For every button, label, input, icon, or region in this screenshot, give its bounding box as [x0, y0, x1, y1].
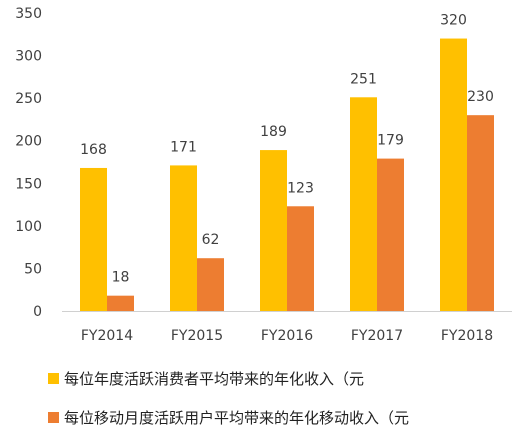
- data-label-series-2: 18: [112, 270, 130, 286]
- y-tick-label: 350: [15, 6, 42, 22]
- x-tick-label: FY2015: [171, 328, 223, 344]
- data-label-series-1: 251: [350, 71, 377, 87]
- bar-series-2: [467, 115, 494, 312]
- bar-series-2: [287, 206, 314, 311]
- y-tick-label: 300: [15, 49, 42, 65]
- data-label-series-1: 171: [170, 139, 197, 155]
- data-label-series-1: 168: [80, 142, 107, 158]
- y-tick-label: 0: [33, 304, 42, 320]
- data-label-series-2: 123: [287, 180, 314, 196]
- legend-label-series-1: 每位年度活跃消费者平均带来的年化收入（元: [64, 369, 365, 388]
- y-tick-label: 100: [15, 219, 42, 235]
- legend-label-series-2: 每位移动月度活跃用户平均带来的年化移动收入（元: [64, 408, 410, 427]
- bar-series-2: [107, 295, 134, 311]
- x-axis: FY2014 FY2015 FY2016 FY2017 FY2018: [62, 311, 512, 344]
- data-label-series-2: 62: [202, 232, 220, 248]
- bars: [80, 38, 494, 312]
- bar-series-1: [260, 150, 287, 311]
- data-labels: 168 18 171 62 189 123 251 179 320 230: [80, 13, 494, 286]
- x-tick-label: FY2018: [441, 328, 493, 344]
- y-tick-label: 150: [15, 176, 42, 192]
- x-tick-label: FY2016: [261, 328, 313, 344]
- legend: 每位年度活跃消费者平均带来的年化收入（元 每位移动月度活跃用户平均带来的年化移动…: [48, 366, 409, 444]
- y-tick-label: 250: [15, 91, 42, 107]
- bar-series-1: [350, 97, 377, 311]
- data-label-series-1: 189: [260, 124, 287, 140]
- x-tick-label: FY2014: [81, 328, 133, 344]
- bar-series-1: [170, 165, 197, 311]
- bar-series-2: [377, 158, 404, 311]
- x-tick-label: FY2017: [351, 328, 403, 344]
- bar-series-1: [80, 167, 107, 311]
- bar-series-2: [197, 258, 224, 311]
- data-label-series-1: 320: [440, 13, 467, 29]
- legend-item-series-1: 每位年度活跃消费者平均带来的年化收入（元: [48, 366, 409, 390]
- bar-chart: 0 50 100 150 200 250 300 350 FY2014 FY2015 FY2016…: [15, 6, 512, 344]
- data-label-series-2: 179: [377, 133, 404, 149]
- y-tick-label: 50: [24, 261, 42, 277]
- legend-swatch-series-1: [48, 372, 59, 384]
- legend-item-series-2: 每位移动月度活跃用户平均带来的年化移动收入（元: [48, 405, 409, 429]
- bar-series-1: [440, 38, 467, 312]
- y-axis: 0 50 100 150 200 250 300 350: [15, 6, 42, 320]
- data-label-series-2: 230: [467, 89, 494, 105]
- legend-swatch-series-2: [48, 411, 59, 423]
- y-tick-label: 200: [15, 134, 42, 150]
